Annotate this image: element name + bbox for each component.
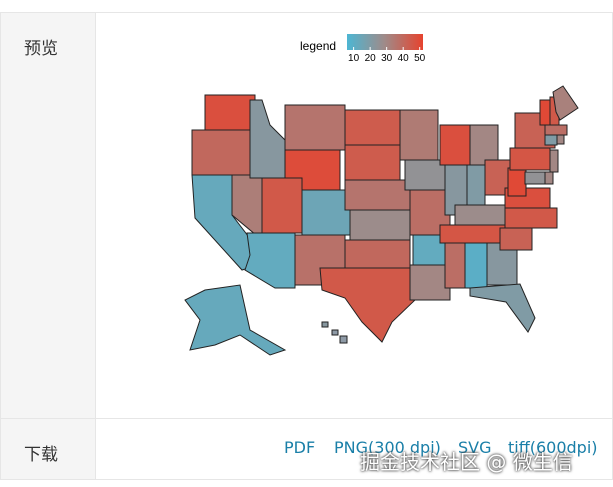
state <box>349 209 411 241</box>
download-link[interactable]: tiff(600dpi) <box>508 438 598 457</box>
state <box>191 129 251 176</box>
legend-title: legend <box>300 39 336 53</box>
label-cell <box>0 418 96 480</box>
state <box>466 164 486 206</box>
state <box>319 267 416 343</box>
state <box>499 227 533 251</box>
state <box>524 171 546 185</box>
state <box>544 134 558 146</box>
state <box>439 124 473 166</box>
state <box>549 149 559 173</box>
state <box>321 321 329 328</box>
state <box>244 232 296 289</box>
state <box>404 159 446 191</box>
state <box>399 109 439 161</box>
state <box>261 177 303 234</box>
download-link[interactable]: SVG <box>458 438 492 457</box>
state <box>469 283 536 333</box>
state <box>504 207 558 229</box>
state <box>344 239 411 269</box>
state <box>204 94 256 131</box>
state <box>249 99 286 179</box>
state <box>344 179 411 211</box>
legend-tick-label: 50 <box>414 53 426 64</box>
download-link[interactable]: PDF <box>284 438 316 457</box>
island <box>339 335 348 344</box>
state <box>284 104 346 151</box>
row-label: 预览 <box>24 39 58 59</box>
state <box>507 167 527 197</box>
state <box>344 144 401 181</box>
state <box>184 284 287 356</box>
download-link[interactable]: PNG(300 dpi) <box>334 438 441 457</box>
state <box>544 171 554 185</box>
legend-tick-label: 20 <box>365 53 377 64</box>
map: legend 10 20 30 40 50 <box>184 34 579 356</box>
legend-bar <box>347 34 423 50</box>
state <box>301 189 351 236</box>
state <box>464 242 488 289</box>
state <box>509 147 551 171</box>
legend-tick-label: 40 <box>398 53 410 64</box>
row-label: 下载 <box>24 445 58 465</box>
legend-tick-label: 10 <box>348 53 360 64</box>
state <box>444 242 466 289</box>
state <box>469 124 499 166</box>
state <box>556 134 565 145</box>
legend-tick-label: 30 <box>381 53 393 64</box>
label-cell <box>0 12 96 419</box>
state <box>539 99 551 126</box>
state <box>552 85 579 121</box>
state <box>409 264 451 301</box>
state <box>344 109 401 146</box>
watermark: 掘金技术社区 @ 微生信 <box>360 450 573 474</box>
island <box>331 329 339 336</box>
state <box>544 124 568 136</box>
state <box>454 204 511 226</box>
